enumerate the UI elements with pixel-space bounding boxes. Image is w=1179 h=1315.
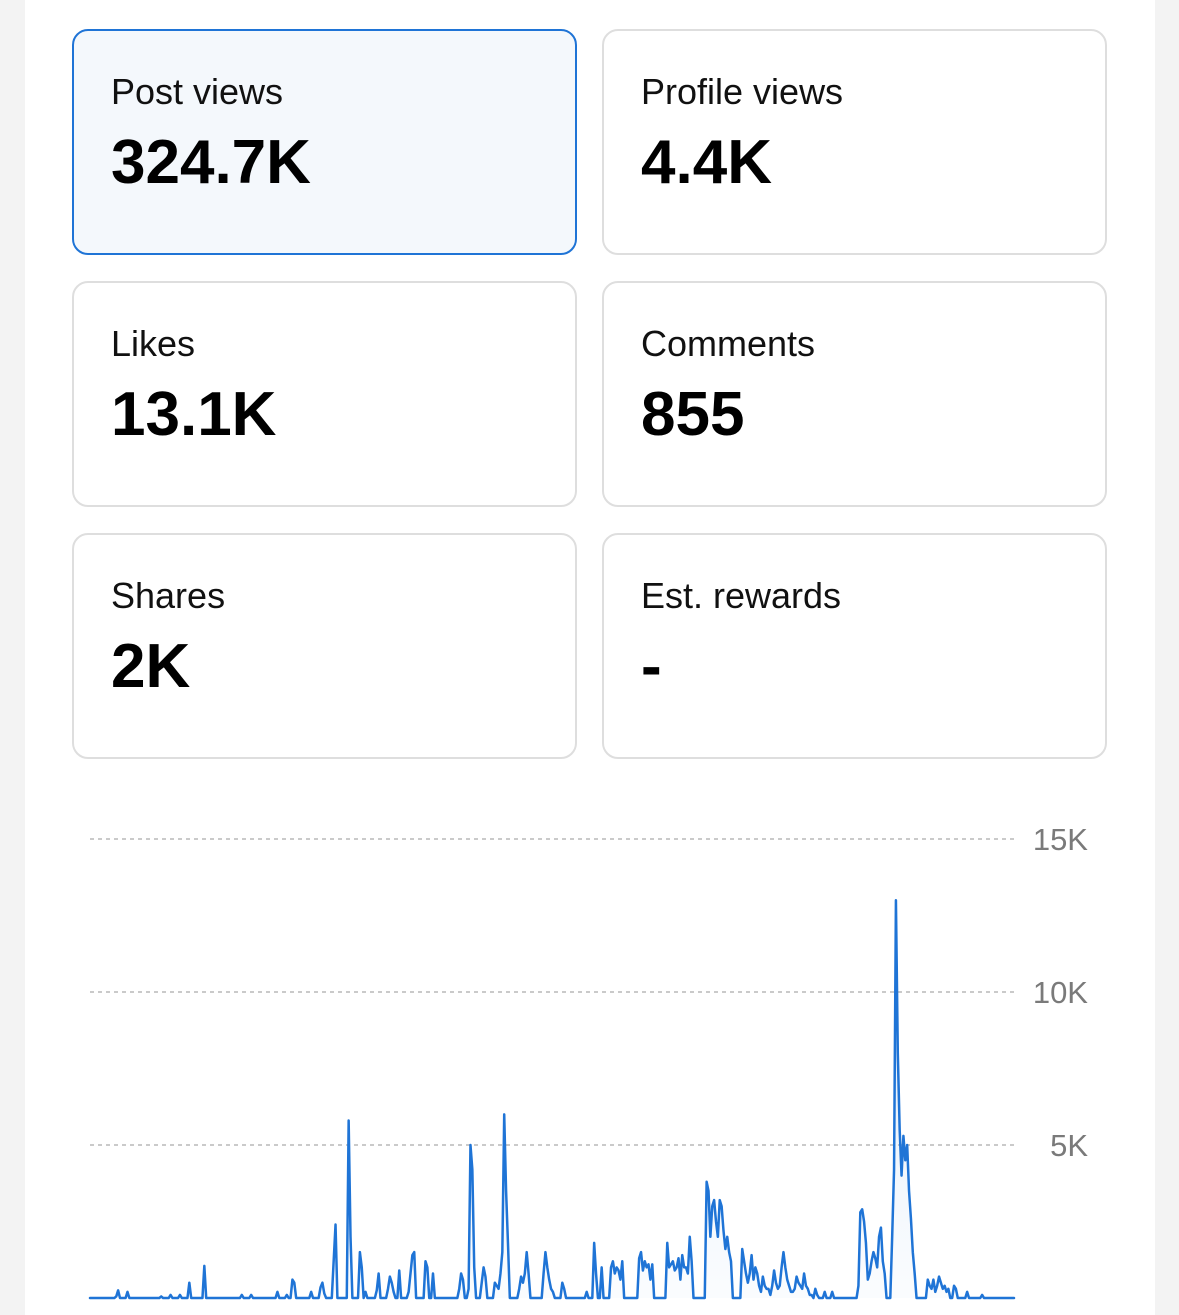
metric-card-est-rewards[interactable]: Est. rewards - <box>602 533 1107 759</box>
y-tick-label: 5K <box>1050 1128 1088 1163</box>
metric-card-post-views[interactable]: Post views 324.7K <box>72 29 577 255</box>
chart-grid <box>90 838 1014 1146</box>
series-line <box>88 898 1016 1300</box>
y-tick-label: 10K <box>1033 975 1088 1010</box>
y-tick-label: 15K <box>1033 822 1088 857</box>
metric-label: Shares <box>111 575 226 616</box>
metric-label: Profile views <box>641 71 844 112</box>
metric-label: Est. rewards <box>641 575 842 616</box>
metric-card-likes[interactable]: Likes 13.1K <box>72 281 577 507</box>
post-views-chart[interactable]: 15K 10K 5K <box>25 780 1155 1315</box>
metric-label: Comments <box>641 323 816 364</box>
metric-card-profile-views[interactable]: Profile views 4.4K <box>602 29 1107 255</box>
chart-svg: 15K 10K 5K <box>88 822 1088 1300</box>
metric-value: 324.7K <box>111 128 311 197</box>
metric-label: Post views <box>111 71 284 112</box>
metric-value: 4.4K <box>641 128 772 197</box>
metric-card-shares[interactable]: Shares 2K <box>72 533 577 759</box>
metric-value: 855 <box>641 380 745 449</box>
series-area <box>90 900 1014 1298</box>
metric-label: Likes <box>111 323 196 364</box>
analytics-panel: Post views 324.7K Profile views 4.4K Lik… <box>25 0 1155 1315</box>
metric-card-comments[interactable]: Comments 855 <box>602 281 1107 507</box>
metric-value: 13.1K <box>111 380 277 449</box>
metric-value: - <box>641 632 662 701</box>
metric-value: 2K <box>111 632 191 701</box>
y-axis-ticks: 15K 10K 5K <box>1033 822 1088 1163</box>
